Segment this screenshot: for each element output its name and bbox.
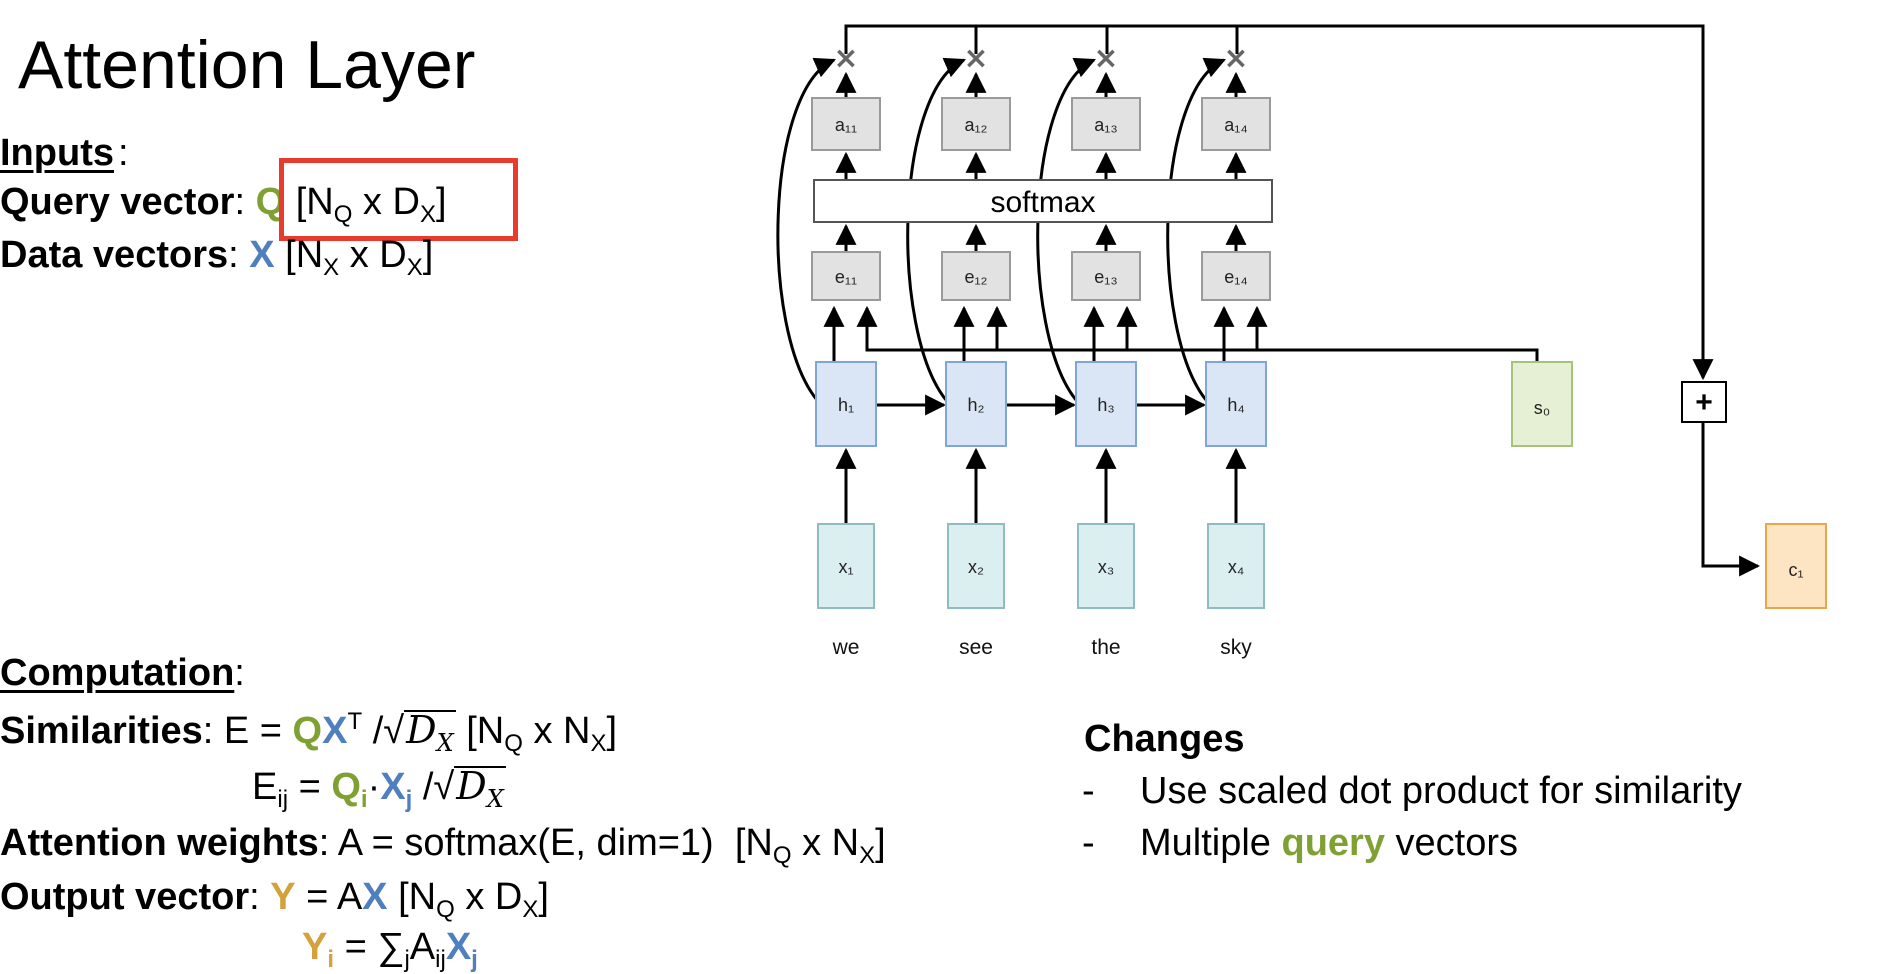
a-cell-label: a₁₂ (964, 115, 987, 135)
x-cell-label: x₁ (838, 557, 853, 577)
slide-title: Attention Layer (18, 27, 476, 103)
changes-bullet-1: - (1082, 770, 1095, 812)
e-cell (1071, 251, 1141, 301)
plus-box (1681, 381, 1727, 423)
e-cell-label: e₁₄ (1224, 267, 1247, 287)
e-cell-label: e₁₃ (1094, 267, 1117, 287)
softmax-label: softmax (990, 186, 1095, 219)
column-arrows (823, 71, 1247, 524)
multiply-mark: × (963, 41, 988, 76)
h-cell-label: h₂ (968, 395, 985, 415)
multiply-mark: × (1093, 41, 1118, 76)
x-cell-label: x₄ (1228, 557, 1244, 577)
multiply-mark: × (833, 41, 858, 76)
e-cell (1201, 251, 1271, 301)
a-cell-label: a₁₄ (1224, 115, 1247, 135)
e-cell-label: e₁₁ (835, 267, 857, 287)
diagram-cells: x₁ we h₁ e₁₁ a₁₁ × x₂ see h₂ e₁₂ a₁₂ × x₃ the h₃ e₁₃ a₁₃… (811, 41, 1271, 659)
s0-box (1511, 361, 1573, 447)
changes-bullet-2: - (1082, 822, 1095, 864)
query-highlight-box (279, 158, 518, 241)
x-cell-label: x₃ (1098, 557, 1114, 577)
changes-item-1: Use scaled dot product for similarity (1140, 770, 1742, 812)
h-cell-label: h₄ (1227, 395, 1244, 415)
word-label: sky (1220, 636, 1252, 659)
query-vector-label: Query vector (0, 181, 235, 223)
multiply-mark: × (1223, 41, 1248, 76)
decoder-state-line (856, 305, 1539, 362)
a-cell (941, 97, 1011, 151)
e-cell (941, 251, 1011, 301)
context-sum-line (844, 24, 1761, 577)
h-cell (945, 361, 1007, 447)
data-vectors-label: Data vectors (0, 234, 229, 276)
word-label: see (959, 636, 993, 659)
x-cell (817, 523, 875, 609)
similarities-line: Similarities: E = QXT /√DX [NQ x NX] (0, 708, 617, 761)
plus-label: + (1695, 386, 1713, 419)
inputs-heading: Inputs (0, 132, 114, 174)
a-cell-label: a₁₁ (835, 115, 857, 135)
word-label: we (832, 636, 860, 659)
softmax-bar (813, 179, 1273, 223)
x-cell (1077, 523, 1135, 609)
x-cell (1207, 523, 1265, 609)
h-cell-label: h₁ (838, 395, 854, 415)
computation-heading: Computation: (0, 652, 245, 694)
a-cell (1071, 97, 1141, 151)
h-cell (1075, 361, 1137, 447)
c1-label: c₁ (1788, 560, 1803, 580)
a-cell-label: a₁₃ (1094, 115, 1117, 135)
changes-item-2: Multiple query vectors (1140, 822, 1519, 864)
h-cell (815, 361, 877, 447)
similarity-element-line: Eij = Qi·Xj /√DX (252, 766, 506, 817)
a-cell (1201, 97, 1271, 151)
data-vectors-line: Data vectors: X [NX x DX] (0, 234, 434, 281)
s0-label: s₀ (1534, 398, 1550, 418)
x-cell-label: x₂ (968, 557, 984, 577)
inputs-colon: : (118, 132, 129, 174)
output-element-line: Yi = ∑jAijXj (302, 926, 478, 973)
changes-heading: Changes (1084, 718, 1245, 760)
x-cell (947, 523, 1005, 609)
e-cell (811, 251, 881, 301)
data-symbol: X (249, 234, 275, 276)
attention-weights-line: Attention weights: A = softmax(E, dim=1)… (0, 822, 886, 869)
output-vector-line: Output vector: Y = AX [NQ x DX] (0, 876, 549, 923)
c1-box (1765, 523, 1827, 609)
a-cell (811, 97, 881, 151)
e-cell-label: e₁₂ (964, 267, 987, 287)
query-highlight-word: query (1281, 822, 1385, 864)
h-cell-label: h₃ (1097, 395, 1114, 415)
word-label: the (1091, 636, 1120, 659)
h-cell (1205, 361, 1267, 447)
